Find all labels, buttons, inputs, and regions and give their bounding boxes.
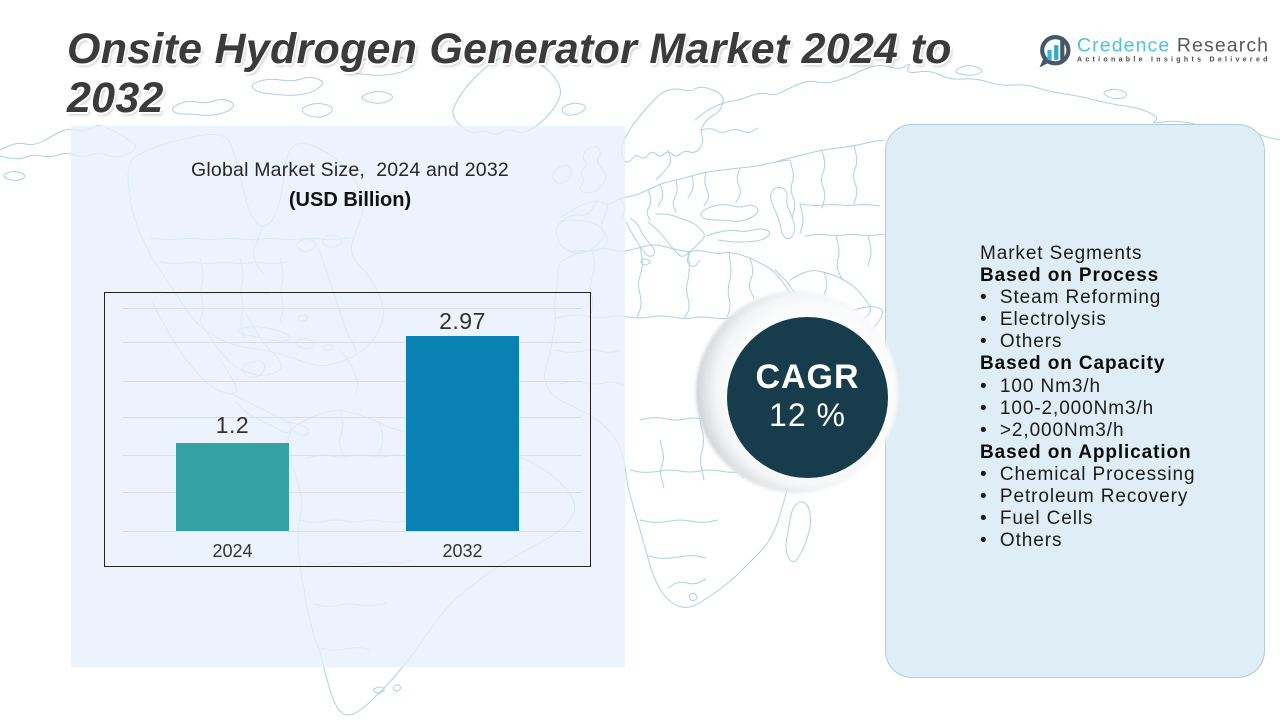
- svg-text:Credence Research: Credence Research: [1077, 35, 1269, 57]
- svg-text:Actionable Insights Delivered: Actionable Insights Delivered: [1077, 57, 1271, 64]
